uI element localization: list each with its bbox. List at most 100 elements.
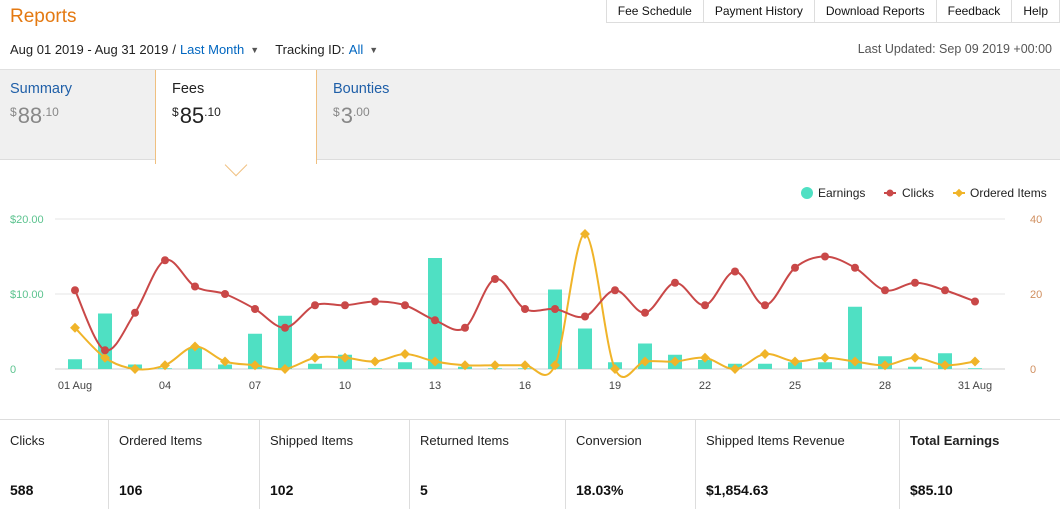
filter-bar: Aug 01 2019 - Aug 31 2019 / Last Month ▼… <box>10 42 378 57</box>
tab-summary[interactable]: Summary $88.10 <box>0 70 155 161</box>
x-tick-label: 07 <box>249 380 261 392</box>
earnings-bar <box>968 368 982 369</box>
x-tick-label: 10 <box>339 380 351 392</box>
ordered-items-point <box>160 360 170 371</box>
amount-cents: .10 <box>204 105 221 119</box>
x-tick-label: 19 <box>609 380 621 392</box>
stat-label: Shipped Items Revenue <box>706 433 845 448</box>
payment-history-link[interactable]: Payment History <box>702 0 815 23</box>
clicks-point <box>671 278 679 287</box>
amount-cents: .10 <box>42 105 59 119</box>
earnings-chart: $20.00 40 $10.00 20 0 0 01 Aug 04 07 10 13 16 19 22 25… <box>0 176 1060 400</box>
ordered-items-point <box>550 360 560 371</box>
y-right-tick-label: 20 <box>1030 289 1042 301</box>
y-right-tick-label: 0 <box>1030 364 1036 376</box>
x-tick-label: 31 Aug <box>958 380 992 392</box>
x-tick-label: 16 <box>519 380 531 392</box>
clicks-point <box>701 301 709 310</box>
legend-ordered-label: Ordered Items <box>970 186 1047 200</box>
amount-cents: .00 <box>352 105 370 119</box>
ordered-items-point <box>970 356 980 367</box>
stat-value: $85.10 <box>910 482 953 498</box>
last-updated: Last Updated: Sep 09 2019 +00:00 <box>857 42 1052 56</box>
date-separator: / <box>172 42 176 57</box>
tab-fees[interactable]: Fees $85.10 <box>155 70 317 177</box>
stat-label: Total Earnings <box>910 433 1000 448</box>
earnings-bar <box>278 315 292 369</box>
tab-amount: $85.10 <box>172 103 306 129</box>
legend-earnings-marker <box>801 187 813 199</box>
stat-value: 18.03% <box>576 482 624 498</box>
clicks-point <box>341 301 349 310</box>
stat-total-earnings: Total Earnings $85.10 <box>900 420 1060 509</box>
currency-symbol: $ <box>333 105 340 119</box>
report-tabs: Summary $88.10 Fees $85.10 Bounties $3.0… <box>0 69 1060 177</box>
clicks-point <box>221 290 229 298</box>
clicks-point <box>791 263 799 272</box>
ordered-items-point <box>580 229 590 239</box>
clicks-point <box>641 308 649 317</box>
clicks-point <box>371 297 379 306</box>
ordered-items-point <box>130 364 140 374</box>
clicks-point <box>911 278 919 287</box>
tab-label: Bounties <box>333 81 390 97</box>
tab-bounties[interactable]: Bounties $3.00 <box>323 70 483 161</box>
ordered-items-point <box>850 356 860 367</box>
stat-conversion: Conversion 18.03% <box>566 420 696 509</box>
period-dropdown[interactable]: Last Month <box>179 42 245 57</box>
fee-schedule-link[interactable]: Fee Schedule <box>605 0 704 23</box>
clicks-point <box>71 286 79 295</box>
page-title: Reports <box>10 6 77 27</box>
currency-symbol: $ <box>10 105 17 119</box>
clicks-point <box>761 301 769 310</box>
earnings-bar <box>818 362 832 369</box>
stat-shipped-revenue: Shipped Items Revenue $1,854.63 <box>696 420 900 509</box>
chevron-down-icon[interactable]: ▼ <box>250 44 260 55</box>
tab-label: Summary <box>10 81 73 97</box>
stat-label: Returned Items <box>420 433 509 448</box>
stat-shipped-items: Shipped Items 102 <box>260 420 410 509</box>
earnings-bar <box>698 360 712 369</box>
clicks-point <box>971 297 979 306</box>
ordered-items-point <box>610 364 620 374</box>
tab-amount: $3.00 <box>333 103 473 129</box>
chart-svg: $20.00 40 $10.00 20 0 0 01 Aug 04 07 10 13 16 19 22 25… <box>10 186 1047 392</box>
tracking-id-label: Tracking ID: <box>275 42 345 57</box>
clicks-point <box>611 286 619 295</box>
x-tick-label: 22 <box>699 380 711 392</box>
help-link[interactable]: Help <box>1011 0 1060 23</box>
stat-value: 106 <box>119 482 143 498</box>
stat-value: 588 <box>10 482 34 498</box>
ordered-items-point <box>220 356 230 367</box>
ordered-items-point <box>790 356 800 367</box>
x-tick-label: 01 Aug <box>58 380 92 392</box>
clicks-point <box>191 282 199 291</box>
earnings-bar <box>248 333 262 369</box>
clicks-point <box>521 305 529 313</box>
stat-value: 5 <box>420 482 428 498</box>
stat-label: Shipped Items <box>270 433 354 448</box>
tracking-id-dropdown[interactable]: All <box>348 42 364 57</box>
clicks-point <box>101 346 109 355</box>
stat-value: 102 <box>270 482 294 498</box>
amount-whole: 85 <box>179 103 205 128</box>
stat-label: Clicks <box>10 433 45 448</box>
stat-label: Ordered Items <box>119 433 203 448</box>
ordered-items-point <box>760 349 770 359</box>
active-tab-pointer <box>224 153 248 177</box>
clicks-point <box>851 263 859 272</box>
feedback-link[interactable]: Feedback <box>935 0 1013 23</box>
clicks-point <box>731 267 739 276</box>
stat-ordered-items: Ordered Items 106 <box>109 420 260 509</box>
legend-clicks-label: Clicks <box>902 186 934 200</box>
clicks-point <box>161 256 169 265</box>
earnings-bar <box>308 363 322 369</box>
ordered-items-point <box>310 352 320 363</box>
earnings-bar <box>578 328 592 369</box>
x-tick-label: 28 <box>879 380 891 392</box>
download-reports-link[interactable]: Download Reports <box>813 0 937 23</box>
chevron-down-icon[interactable]: ▼ <box>369 44 379 55</box>
clicks-point <box>461 323 469 332</box>
clicks-point <box>821 252 829 261</box>
clicks-point <box>491 275 499 283</box>
